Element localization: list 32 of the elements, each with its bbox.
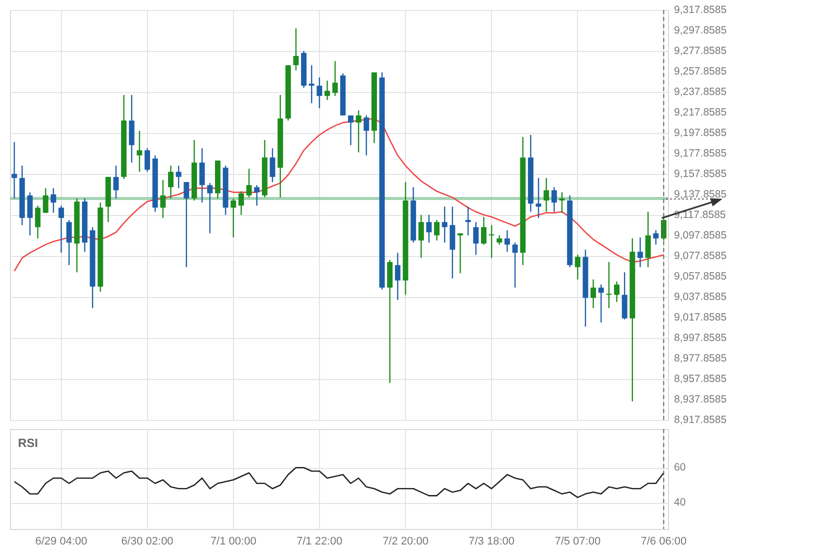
x-tick-label: 7/6 06:00 xyxy=(640,536,687,548)
y-tick-label: 8,997.8585 xyxy=(674,332,727,344)
x-tick-label: 6/29 04:00 xyxy=(35,536,88,548)
y-tick-label: 8,977.8585 xyxy=(674,352,727,364)
text: RSI xyxy=(18,436,38,450)
x-tick-label: 6/30 02:00 xyxy=(121,536,174,548)
y-tick-label: 9,117.8585 xyxy=(674,209,726,221)
y-tick-label: 9,277.8585 xyxy=(674,45,727,57)
y-tick-label: 9,077.8585 xyxy=(674,250,727,262)
x-tick-label: 7/5 07:00 xyxy=(554,536,601,548)
y-tick-label: 9,217.8585 xyxy=(674,106,727,118)
y-tick-label: 9,197.8585 xyxy=(674,127,727,139)
y-tick-label: 8,957.8585 xyxy=(674,373,727,385)
y-tick-label: 8,917.8585 xyxy=(674,414,727,426)
y-tick-label: 9,157.8585 xyxy=(674,168,727,180)
y-tick-label: 9,037.8585 xyxy=(674,291,727,303)
x-tick-label: 7/1 00:00 xyxy=(210,536,256,548)
y-tick-label: 40 xyxy=(674,496,686,509)
y-tick-label: 9,057.8585 xyxy=(674,270,727,282)
y-tick-label: 8,937.8585 xyxy=(674,394,727,406)
y-tick-label: 9,017.8585 xyxy=(674,312,727,324)
y-tick-label: 9,317.8585 xyxy=(674,4,727,16)
x-tick-label: 7/1 22:00 xyxy=(296,536,342,548)
y-tick-label: 9,137.8585 xyxy=(674,188,727,200)
y-tick-label: 60 xyxy=(674,462,686,474)
x-tick-label: 7/3 18:00 xyxy=(468,536,515,548)
x-tick-label: 7/2 20:00 xyxy=(382,536,428,548)
y-tick-label: 9,297.8585 xyxy=(674,24,727,36)
y-tick-label: 9,097.8585 xyxy=(674,230,727,242)
y-tick-label: 9,257.8585 xyxy=(674,66,727,78)
y-tick-label: 9,237.8585 xyxy=(674,86,727,98)
y-tick-label: 9,177.8585 xyxy=(674,148,727,160)
